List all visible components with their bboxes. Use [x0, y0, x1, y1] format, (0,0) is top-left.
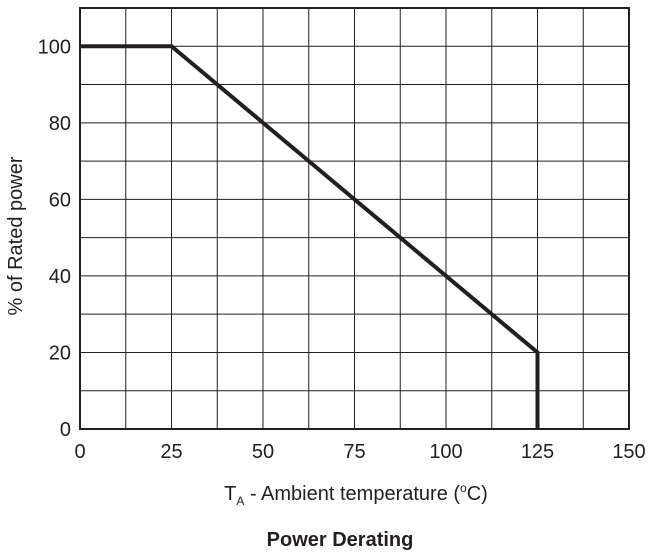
x-axis-title-main: T — [224, 483, 236, 505]
y-tick-label: 20 — [49, 342, 71, 364]
y-tick-label: 0 — [60, 419, 71, 441]
x-tick-labels: 0 25 50 75 100 125 150 — [74, 441, 645, 463]
y-tick-label: 60 — [49, 189, 71, 211]
x-tick-label: 150 — [612, 441, 645, 463]
y-tick-label: 40 — [49, 266, 71, 288]
derating-curve-line — [80, 44, 540, 429]
x-axis-title-subscript: A — [236, 494, 244, 508]
x-tick-label: 75 — [343, 441, 365, 463]
series-group — [80, 44, 540, 429]
grid-lines — [80, 8, 629, 429]
x-axis-title-superscript: o — [460, 481, 467, 495]
y-axis-title: % of Rated power — [5, 156, 27, 315]
x-tick-label: 0 — [74, 441, 85, 463]
y-tick-label: 80 — [49, 113, 71, 135]
plot-frame — [79, 7, 630, 430]
x-axis-title-rest: - Ambient temperature ( — [244, 483, 460, 505]
y-tick-label: 100 — [38, 36, 71, 58]
chart-title: Power Derating — [267, 529, 414, 551]
x-tick-label: 125 — [521, 441, 554, 463]
x-tick-label: 100 — [429, 441, 462, 463]
x-tick-label: 25 — [160, 441, 182, 463]
x-axis-title-unit: C) — [467, 483, 488, 505]
x-tick-label: 50 — [252, 441, 274, 463]
y-tick-labels: 0 20 40 60 80 100 — [38, 36, 71, 441]
x-axis-title: TA - Ambient temperature (oC) — [224, 481, 488, 508]
